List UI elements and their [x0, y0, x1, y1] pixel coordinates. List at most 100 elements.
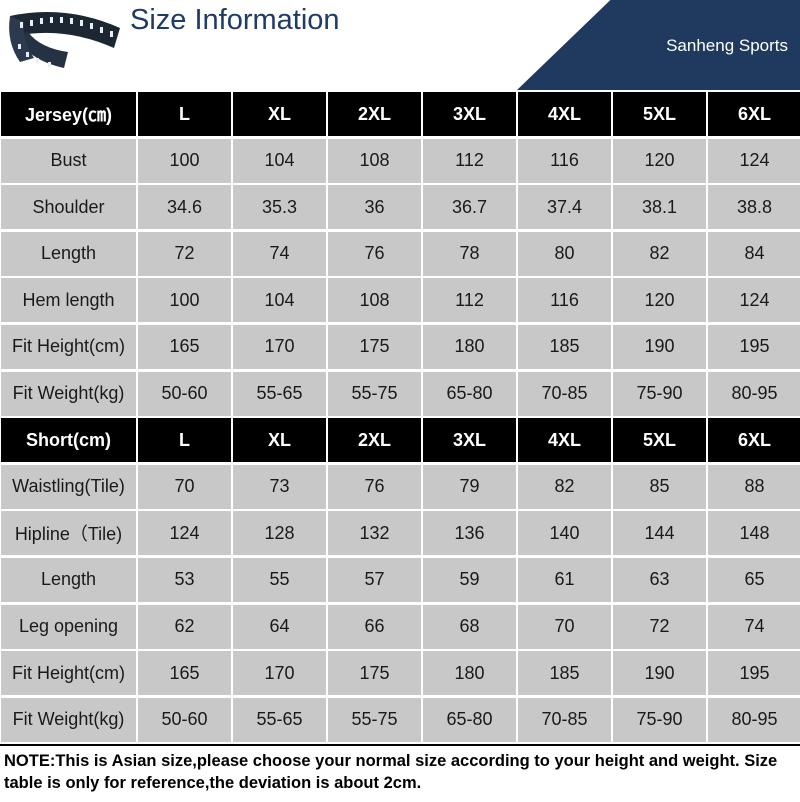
table-cell: 80-95: [708, 371, 800, 416]
table-cell: 190: [613, 651, 706, 696]
table-cell: 36: [328, 185, 421, 230]
short-row-label: Fit Height(cm): [1, 651, 136, 696]
table-cell: 74: [233, 231, 326, 276]
table-cell: 104: [233, 138, 326, 183]
table-cell: 128: [233, 511, 326, 556]
table-cell: 175: [328, 324, 421, 369]
table-cell: 116: [518, 278, 611, 323]
table-cell: 185: [518, 324, 611, 369]
table-cell: 72: [138, 231, 231, 276]
table-cell: 148: [708, 511, 800, 556]
table-cell: 50-60: [138, 697, 231, 742]
jersey-row-label: Bust: [1, 138, 136, 183]
table-cell: 108: [328, 278, 421, 323]
table-cell: 78: [423, 231, 516, 276]
table-cell: 104: [233, 278, 326, 323]
table-cell: 195: [708, 651, 800, 696]
page-title: Size Information: [130, 4, 340, 36]
table-cell: 170: [233, 324, 326, 369]
table-cell: 85: [613, 464, 706, 509]
short-row-label: Leg opening: [1, 604, 136, 649]
jersey-header-size: 6XL: [708, 92, 800, 136]
table-cell: 59: [423, 557, 516, 602]
table-cell: 82: [518, 464, 611, 509]
jersey-header-label: Jersey(㎝): [1, 92, 136, 136]
table-cell: 100: [138, 138, 231, 183]
table-cell: 190: [613, 324, 706, 369]
table-cell: 57: [328, 557, 421, 602]
table-cell: 74: [708, 604, 800, 649]
table-cell: 120: [613, 278, 706, 323]
table-cell: 38.8: [708, 185, 800, 230]
table-cell: 72: [613, 604, 706, 649]
table-cell: 70: [138, 464, 231, 509]
table-cell: 65: [708, 557, 800, 602]
note-text: NOTE:This is Asian size,please choose yo…: [4, 752, 778, 792]
table-cell: 76: [328, 231, 421, 276]
table-cell: 53: [138, 557, 231, 602]
table-cell: 61: [518, 557, 611, 602]
short-row-label: Waistling(Tile): [1, 464, 136, 509]
table-cell: 100: [138, 278, 231, 323]
jersey-header-size: 3XL: [423, 92, 516, 136]
jersey-header-size: 5XL: [613, 92, 706, 136]
table-cell: 65-80: [423, 371, 516, 416]
table-cell: 79: [423, 464, 516, 509]
short-row-label: Fit Weight(kg): [1, 697, 136, 742]
table-cell: 34.6: [138, 185, 231, 230]
short-header-size: L: [138, 418, 231, 463]
table-cell: 63: [613, 557, 706, 602]
jersey-row-label: Shoulder: [1, 185, 136, 230]
table-cell: 80-95: [708, 697, 800, 742]
table-cell: 76: [328, 464, 421, 509]
table-cell: 108: [328, 138, 421, 183]
table-cell: 175: [328, 651, 421, 696]
size-note: NOTE:This is Asian size,please choose yo…: [0, 744, 800, 802]
table-cell: 68: [423, 604, 516, 649]
table-cell: 75-90: [613, 697, 706, 742]
short-header-size: XL: [233, 418, 326, 463]
table-cell: 73: [233, 464, 326, 509]
table-cell: 70-85: [518, 371, 611, 416]
short-row-label: Length: [1, 557, 136, 602]
table-cell: 165: [138, 651, 231, 696]
table-cell: 75-90: [613, 371, 706, 416]
brand-banner: Sanheng Sports: [517, 0, 800, 90]
jersey-row-label: Fit Height(cm): [1, 324, 136, 369]
table-cell: 55-75: [328, 371, 421, 416]
table-cell: 124: [708, 138, 800, 183]
table-cell: 136: [423, 511, 516, 556]
jersey-header-size: XL: [233, 92, 326, 136]
table-cell: 55-65: [233, 697, 326, 742]
table-cell: 66: [328, 604, 421, 649]
short-row-label: Hipline（Tile): [1, 511, 136, 556]
table-cell: 70-85: [518, 697, 611, 742]
table-cell: 144: [613, 511, 706, 556]
table-cell: 170: [233, 651, 326, 696]
table-cell: 70: [518, 604, 611, 649]
table-cell: 124: [138, 511, 231, 556]
table-cell: 112: [423, 278, 516, 323]
table-cell: 55-75: [328, 697, 421, 742]
table-cell: 195: [708, 324, 800, 369]
brand-name: Sanheng Sports: [666, 36, 788, 55]
measuring-tape-icon: [9, 12, 120, 68]
table-cell: 140: [518, 511, 611, 556]
table-cell: 62: [138, 604, 231, 649]
table-cell: 88: [708, 464, 800, 509]
table-cell: 82: [613, 231, 706, 276]
table-cell: 50-60: [138, 371, 231, 416]
table-cell: 116: [518, 138, 611, 183]
jersey-row-label: Fit Weight(kg): [1, 371, 136, 416]
short-header-size: 6XL: [708, 418, 800, 463]
jersey-header-size: L: [138, 92, 231, 136]
table-cell: 65-80: [423, 697, 516, 742]
table-cell: 180: [423, 651, 516, 696]
jersey-header-size: 4XL: [518, 92, 611, 136]
table-cell: 84: [708, 231, 800, 276]
table-cell: 180: [423, 324, 516, 369]
short-header-size: 2XL: [328, 418, 421, 463]
table-cell: 35.3: [233, 185, 326, 230]
table-cell: 37.4: [518, 185, 611, 230]
short-header-label: Short(cm): [1, 418, 136, 463]
